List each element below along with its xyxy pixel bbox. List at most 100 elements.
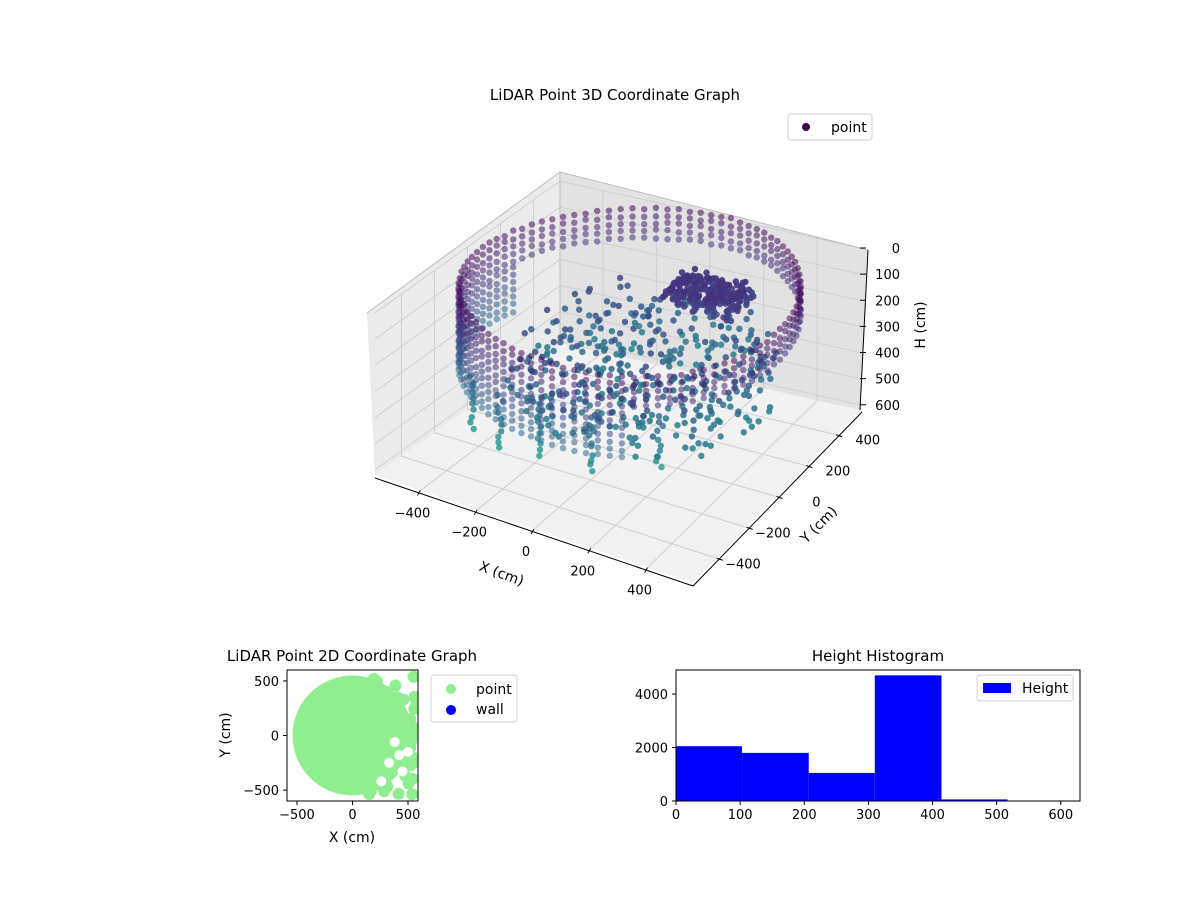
data-point-3d [786, 315, 793, 322]
data-point-3d [501, 238, 508, 246]
data-point-3d [626, 370, 634, 377]
data-point-3d [567, 326, 574, 333]
x-tick [530, 528, 535, 535]
data-point-3d [470, 425, 477, 433]
data-point-3d [467, 335, 475, 343]
data-point-3d [727, 238, 735, 245]
data-point-3d [613, 382, 620, 390]
data-point-3d [543, 415, 550, 423]
x-tick-label: 0 [522, 545, 530, 560]
data-point-3d [479, 281, 487, 288]
x-tick-label-hist: 300 [856, 808, 881, 823]
data-point-3d [527, 390, 535, 398]
data-point-3d [548, 420, 556, 427]
data-point-3d [681, 419, 688, 427]
data-point-3d [662, 291, 669, 298]
data-point-3d [571, 389, 578, 396]
data-point-3d [582, 230, 589, 238]
data-point-3d [675, 236, 682, 243]
data-point-3d [629, 205, 636, 212]
data-point-3d [559, 364, 567, 371]
x-axis-label: X (cm) [477, 559, 526, 590]
data-point-3d [618, 403, 626, 410]
data-point-3d [678, 386, 685, 393]
data-point-3d [571, 439, 578, 446]
data-point-3d [543, 306, 551, 314]
data-point-3d [624, 282, 631, 289]
data-point-3d [756, 372, 764, 379]
data-point-2d [364, 723, 377, 736]
data-point-3d [616, 366, 624, 374]
data-point-3d [460, 301, 467, 308]
data-point-3d [708, 241, 715, 248]
data-point-3d [688, 299, 696, 306]
data-point-3d [784, 248, 791, 255]
data-point-3d [654, 402, 662, 409]
data-point-3d [606, 417, 613, 424]
data-point-3d [710, 313, 717, 320]
data-point-3d [613, 351, 620, 358]
data-point-3d [681, 289, 688, 296]
data-point-3d [740, 359, 747, 366]
data-point-3d [478, 382, 486, 389]
data-point-3d [642, 402, 650, 409]
data-point-3d [493, 301, 500, 308]
data-point-3d [578, 364, 585, 371]
data-point-3d [617, 214, 624, 221]
data-point-3d [695, 293, 703, 300]
data-point-3d [711, 378, 718, 386]
data-point-3d [550, 347, 557, 355]
data-point-3d [779, 258, 787, 266]
data-point-3d [582, 435, 590, 442]
data-point-3d [743, 301, 750, 309]
data-point-3d [718, 228, 725, 236]
data-point-3d [656, 318, 663, 325]
data-point-3d [579, 348, 586, 355]
data-point-3d [501, 275, 508, 283]
data-point-3d [549, 244, 556, 251]
data-point-3d [478, 398, 486, 405]
data-point-3d [689, 397, 696, 405]
data-point-3d [559, 372, 567, 379]
data-point-3d [535, 342, 542, 349]
data-point-3d [571, 447, 578, 455]
data-point-3d [492, 343, 499, 350]
data-point-3d [666, 379, 673, 386]
data-point-3d [748, 362, 756, 369]
data-point-3d [675, 220, 682, 227]
x-tick-label: −200 [451, 526, 487, 541]
data-point-3d [675, 295, 682, 302]
data-point-3d [518, 356, 525, 363]
data-point-3d [571, 426, 578, 433]
data-point-3d [675, 206, 682, 213]
data-point-3d [705, 354, 712, 362]
data-point-2d [363, 710, 376, 723]
data-point-3d [638, 329, 646, 336]
data-point-3d [755, 418, 762, 425]
data-point-3d [527, 433, 535, 440]
data-point-3d [774, 237, 781, 245]
data-point-3d [764, 345, 771, 352]
data-point-3d [510, 227, 517, 234]
data-point-3d [594, 216, 601, 223]
z-axis-line [859, 249, 869, 411]
data-point-3d [748, 377, 756, 384]
data-point-3d [485, 381, 492, 389]
data-point-3d [740, 381, 747, 388]
data-point-3d [745, 286, 752, 293]
data-point-3d [674, 309, 682, 317]
data-point-3d [559, 213, 567, 220]
data-point-3d [697, 232, 704, 239]
data-point-3d [686, 208, 694, 216]
data-point-3d [737, 297, 744, 305]
data-point-3d [455, 284, 462, 292]
data-point-3d [756, 349, 764, 357]
data-point-3d [485, 344, 492, 351]
data-point-3d [635, 419, 642, 426]
data-point-3d [527, 397, 535, 405]
data-point-3d [571, 290, 579, 298]
data-point-3d [518, 422, 525, 430]
histogram-bar [676, 746, 743, 801]
data-point-3d [606, 452, 613, 459]
data-point-3d [710, 321, 717, 328]
